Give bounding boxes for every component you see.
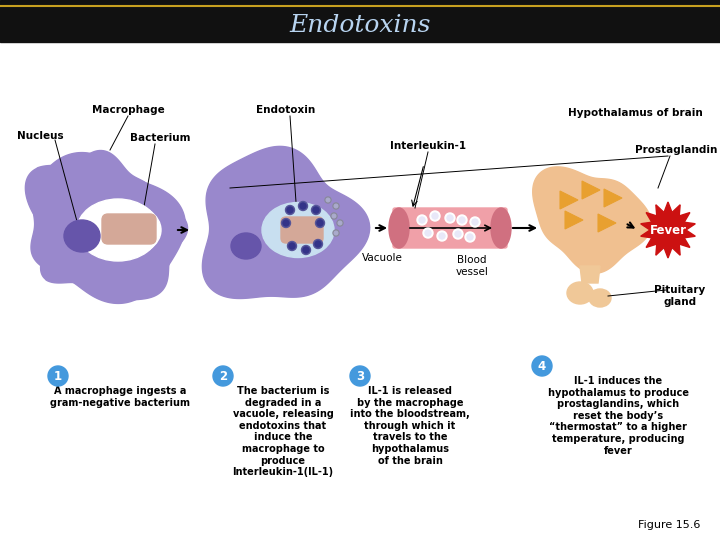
Circle shape [333, 203, 339, 209]
Circle shape [445, 213, 455, 223]
Ellipse shape [589, 289, 611, 307]
Circle shape [300, 203, 306, 209]
Circle shape [313, 240, 323, 248]
Circle shape [332, 214, 336, 218]
Circle shape [338, 221, 342, 225]
Text: Nucleus: Nucleus [17, 131, 63, 141]
Polygon shape [31, 153, 185, 303]
Text: Hypothalamus of brain: Hypothalamus of brain [567, 108, 703, 118]
Text: Endotoxins: Endotoxins [289, 14, 431, 37]
Circle shape [333, 230, 339, 236]
Polygon shape [565, 211, 583, 229]
Circle shape [465, 232, 475, 242]
Polygon shape [604, 189, 622, 207]
Text: 1: 1 [54, 369, 62, 382]
Circle shape [532, 356, 552, 376]
Circle shape [325, 197, 331, 203]
Text: Prostaglandin: Prostaglandin [635, 145, 717, 155]
Ellipse shape [567, 282, 593, 304]
FancyBboxPatch shape [393, 208, 507, 248]
Circle shape [48, 366, 68, 386]
FancyBboxPatch shape [102, 214, 156, 244]
Circle shape [417, 215, 427, 225]
Circle shape [303, 247, 309, 253]
Polygon shape [560, 191, 578, 209]
Circle shape [283, 220, 289, 226]
Ellipse shape [491, 208, 511, 248]
Circle shape [334, 204, 338, 208]
Bar [0, 0, 720, 42]
Circle shape [313, 207, 319, 213]
Circle shape [315, 219, 325, 227]
Ellipse shape [389, 208, 409, 248]
Circle shape [315, 241, 321, 247]
Circle shape [350, 366, 370, 386]
Circle shape [213, 366, 233, 386]
Circle shape [472, 219, 478, 225]
Circle shape [317, 220, 323, 226]
Polygon shape [598, 214, 616, 232]
Text: Fever: Fever [649, 224, 686, 237]
Circle shape [419, 217, 425, 223]
Ellipse shape [231, 233, 261, 259]
Circle shape [423, 228, 433, 238]
Circle shape [337, 220, 343, 226]
Circle shape [289, 243, 295, 249]
Circle shape [312, 206, 320, 214]
Circle shape [432, 213, 438, 219]
Circle shape [299, 201, 307, 211]
Circle shape [282, 219, 290, 227]
Text: 3: 3 [356, 369, 364, 382]
Text: IL-1 is released
by the macrophage
into the bloodstream,
through which it
travel: IL-1 is released by the macrophage into … [350, 386, 470, 465]
Ellipse shape [262, 202, 334, 258]
Text: Pituitary
gland: Pituitary gland [654, 285, 706, 307]
Circle shape [326, 198, 330, 202]
Text: A macrophage ingests a
gram-negative bacterium: A macrophage ingests a gram-negative bac… [50, 386, 190, 408]
Circle shape [455, 231, 461, 237]
Circle shape [437, 231, 447, 241]
Text: 4: 4 [538, 360, 546, 373]
Text: 2: 2 [219, 369, 227, 382]
Text: Endotoxin: Endotoxin [256, 105, 315, 115]
Circle shape [287, 241, 297, 251]
Ellipse shape [83, 202, 161, 258]
Polygon shape [25, 151, 187, 301]
Circle shape [447, 215, 453, 221]
Text: The bacterium is
degraded in a
vacuole, releasing
endotoxins that
induce the
mac: The bacterium is degraded in a vacuole, … [233, 386, 333, 477]
Polygon shape [202, 146, 369, 299]
Circle shape [453, 229, 463, 239]
Circle shape [287, 207, 293, 213]
Circle shape [457, 215, 467, 225]
Text: Figure 15.6: Figure 15.6 [638, 520, 700, 530]
Circle shape [286, 206, 294, 214]
Circle shape [331, 213, 337, 219]
Ellipse shape [77, 199, 159, 261]
Circle shape [467, 234, 473, 240]
Text: Interleukin-1: Interleukin-1 [390, 141, 466, 151]
Circle shape [334, 231, 338, 235]
FancyBboxPatch shape [281, 217, 323, 243]
Circle shape [425, 230, 431, 236]
Text: Bacterium: Bacterium [130, 133, 190, 143]
Circle shape [439, 233, 445, 239]
Polygon shape [580, 266, 600, 283]
Ellipse shape [64, 220, 100, 252]
Text: Macrophage: Macrophage [91, 105, 164, 115]
Circle shape [470, 217, 480, 227]
Polygon shape [582, 181, 600, 199]
Circle shape [430, 211, 440, 221]
Text: Vacuole: Vacuole [361, 253, 402, 263]
Circle shape [459, 217, 465, 223]
Polygon shape [641, 202, 696, 258]
Circle shape [302, 246, 310, 254]
Text: IL-1 induces the
hypothalamus to produce
prostaglandins, which
reset the body’s
: IL-1 induces the hypothalamus to produce… [547, 376, 688, 456]
Polygon shape [533, 167, 652, 273]
Text: Blood
vessel: Blood vessel [456, 255, 488, 277]
